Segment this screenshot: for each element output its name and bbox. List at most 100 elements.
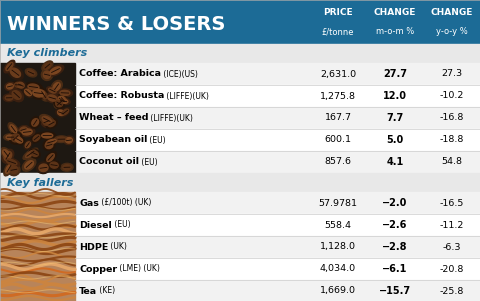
Ellipse shape [10,125,17,133]
Text: -25.8: -25.8 [440,287,464,296]
Text: (LIFFE)(UK): (LIFFE)(UK) [148,113,193,123]
Ellipse shape [17,82,24,88]
Bar [75,85,480,107]
Text: 558.4: 558.4 [324,221,351,229]
Text: (EU): (EU) [139,157,157,166]
Text: PRICE: PRICE [323,8,353,17]
Text: Coconut oil: Coconut oil [79,157,139,166]
Text: Soyabean oil: Soyabean oil [79,135,147,144]
Text: -11.2: -11.2 [440,221,464,229]
Text: -20.8: -20.8 [440,265,464,274]
Text: Tea: Tea [79,287,97,296]
Ellipse shape [3,158,20,167]
Text: (LME) (UK): (LME) (UK) [117,265,160,274]
Bar [75,107,480,129]
Ellipse shape [48,120,55,127]
Bar [75,129,480,151]
Text: 7.7: 7.7 [386,113,404,123]
Ellipse shape [51,80,62,93]
Ellipse shape [48,160,60,170]
Text: (UK): (UK) [108,243,127,252]
Ellipse shape [6,62,13,71]
Ellipse shape [10,132,22,144]
Text: 600.1: 600.1 [324,135,351,144]
Ellipse shape [13,135,24,144]
Text: 167.7: 167.7 [324,113,351,123]
Ellipse shape [48,88,56,93]
Ellipse shape [33,135,40,141]
Ellipse shape [25,82,42,92]
Text: y-o-y %: y-o-y % [436,27,468,36]
Ellipse shape [15,137,23,143]
Bar [0,44,480,63]
Ellipse shape [56,95,67,105]
Text: CHANGE: CHANGE [374,8,416,17]
Bar [75,258,480,280]
Text: 1,275.8: 1,275.8 [320,92,356,101]
Ellipse shape [58,96,65,104]
Text: 1,128.0: 1,128.0 [320,243,356,252]
Ellipse shape [24,140,32,149]
Text: CHANGE: CHANGE [431,8,473,17]
Ellipse shape [44,63,51,69]
Ellipse shape [18,126,29,134]
Ellipse shape [25,69,37,77]
Text: Key fallers: Key fallers [7,178,73,188]
Text: 27.7: 27.7 [383,69,407,79]
Text: Copper: Copper [79,265,117,274]
Ellipse shape [30,117,40,128]
Ellipse shape [46,119,57,128]
Ellipse shape [41,116,52,127]
Bar [75,192,480,214]
Ellipse shape [42,61,53,71]
Ellipse shape [6,135,15,139]
Text: (EU): (EU) [112,221,131,229]
Ellipse shape [47,87,58,94]
Text: £/tonne: £/tonne [322,27,354,36]
Text: -18.8: -18.8 [440,135,464,144]
Ellipse shape [10,166,18,174]
Text: −2.6: −2.6 [382,220,408,230]
Bar [75,151,480,173]
Ellipse shape [60,107,71,116]
Ellipse shape [24,161,34,169]
Ellipse shape [25,142,30,148]
Text: −15.7: −15.7 [379,286,411,296]
Text: 857.6: 857.6 [324,157,351,166]
Ellipse shape [22,129,32,135]
Ellipse shape [63,165,71,170]
Ellipse shape [39,164,48,172]
Text: (£/100t) (UK): (£/100t) (UK) [99,198,151,207]
Ellipse shape [41,69,53,80]
Ellipse shape [62,109,69,115]
Text: 57.9781: 57.9781 [319,198,358,207]
Ellipse shape [42,116,51,123]
Ellipse shape [60,99,68,103]
Ellipse shape [46,139,57,144]
Text: -10.2: -10.2 [440,92,464,101]
Ellipse shape [50,162,58,168]
Ellipse shape [57,98,70,104]
Ellipse shape [64,136,74,144]
Ellipse shape [57,137,66,141]
Bar [75,280,480,301]
Ellipse shape [29,149,40,158]
Ellipse shape [5,82,15,90]
Ellipse shape [31,150,38,157]
Ellipse shape [19,127,35,137]
Ellipse shape [33,89,45,97]
Bar [0,192,75,301]
Ellipse shape [23,159,36,171]
Ellipse shape [25,150,35,157]
Ellipse shape [47,154,54,162]
Ellipse shape [4,134,17,141]
Ellipse shape [42,133,53,138]
Ellipse shape [60,97,66,103]
Text: WINNERS & LOSERS: WINNERS & LOSERS [7,15,226,34]
Ellipse shape [16,81,26,90]
Ellipse shape [12,134,20,142]
Ellipse shape [27,70,35,76]
Ellipse shape [53,82,60,91]
Text: 54.8: 54.8 [442,157,463,166]
Ellipse shape [40,90,47,99]
